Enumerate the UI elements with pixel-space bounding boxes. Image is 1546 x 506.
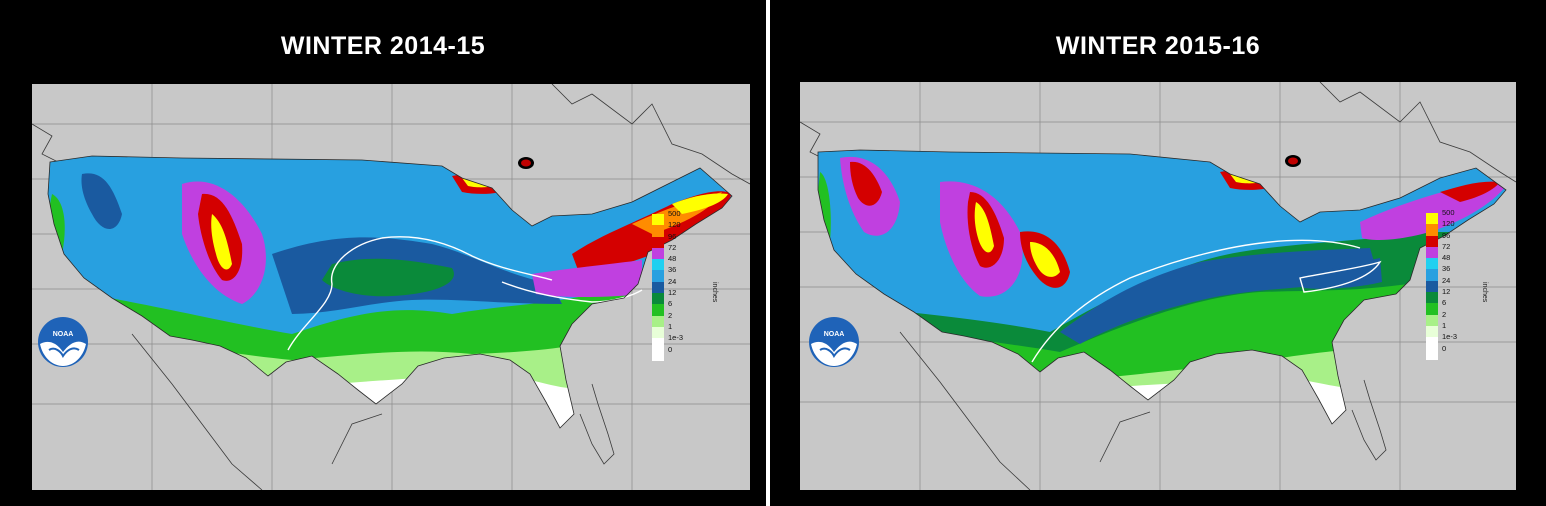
legend-item: 1 (652, 322, 678, 339)
legend-item: 24 (1426, 276, 1452, 293)
legend-item: 2 (652, 311, 678, 327)
location-marker (518, 157, 534, 169)
legend-unit: inches (1481, 282, 1488, 303)
legend-item: 120 (652, 220, 681, 237)
legend-item: 0 (1426, 344, 1452, 360)
noaa-logo: NOAA (38, 317, 88, 367)
legend-item: 2 (1426, 310, 1452, 326)
legend-item: 6 (652, 299, 678, 316)
panel-title: WINTER 2014-15 (280, 32, 486, 60)
panel-winter-2015-16: WINTER 2015-16 (770, 0, 1546, 506)
legend-item: 120 (1426, 219, 1455, 236)
legend-item: 500 (652, 209, 681, 226)
us-border (47, 155, 733, 429)
snowfall-legend: 500 120 96 72 48 36 24 12 6 2 1 1e-3 0 (1426, 208, 1457, 360)
legend-item: 1 (1426, 321, 1452, 338)
snow-line-contour (287, 236, 643, 351)
coastlines (32, 84, 750, 490)
noaa-logo-text: NOAA (53, 331, 74, 338)
noaa-logo-text: NOAA (824, 331, 845, 338)
legend-item: 12 (652, 288, 678, 305)
snow-line-contour (1031, 239, 1382, 363)
legend-item: 72 (652, 243, 678, 260)
us-border (817, 149, 1507, 425)
legend-item: 48 (652, 254, 678, 271)
location-marker (1285, 155, 1301, 167)
legend-item: 36 (1426, 264, 1452, 281)
snowfall-fill (818, 150, 1506, 424)
panel-winter-2014-15: WINTER 2014-15 (0, 0, 766, 506)
legend-item: 1e-3 (652, 333, 683, 350)
legend-item: 24 (652, 277, 678, 294)
legend-item: 48 (1426, 253, 1452, 270)
legend-item: 0 (652, 345, 678, 361)
us-snowfall-map-graphic (800, 82, 1516, 490)
legend-item: 1e-3 (1426, 332, 1457, 349)
legend-unit: inches (711, 282, 718, 303)
legend-item: 500 (1426, 208, 1455, 225)
snowfall-fill (48, 156, 732, 428)
legend-item: 36 (652, 265, 678, 282)
noaa-logo: NOAA (809, 317, 859, 367)
us-snowfall-map-graphic (32, 84, 750, 490)
snowfall-map (800, 82, 1516, 490)
panel-divider (766, 0, 770, 506)
legend-item: 6 (1426, 298, 1452, 315)
snowfall-map (32, 84, 750, 490)
legend-item: 96 (652, 232, 678, 248)
panel-title: WINTER 2015-16 (1055, 32, 1261, 60)
legend-item: 96 (1426, 231, 1452, 247)
legend-item: 12 (1426, 287, 1452, 304)
snowfall-legend: 500 120 96 72 48 36 24 12 6 2 1 1e-3 0 (652, 209, 683, 361)
legend-item: 72 (1426, 242, 1452, 259)
